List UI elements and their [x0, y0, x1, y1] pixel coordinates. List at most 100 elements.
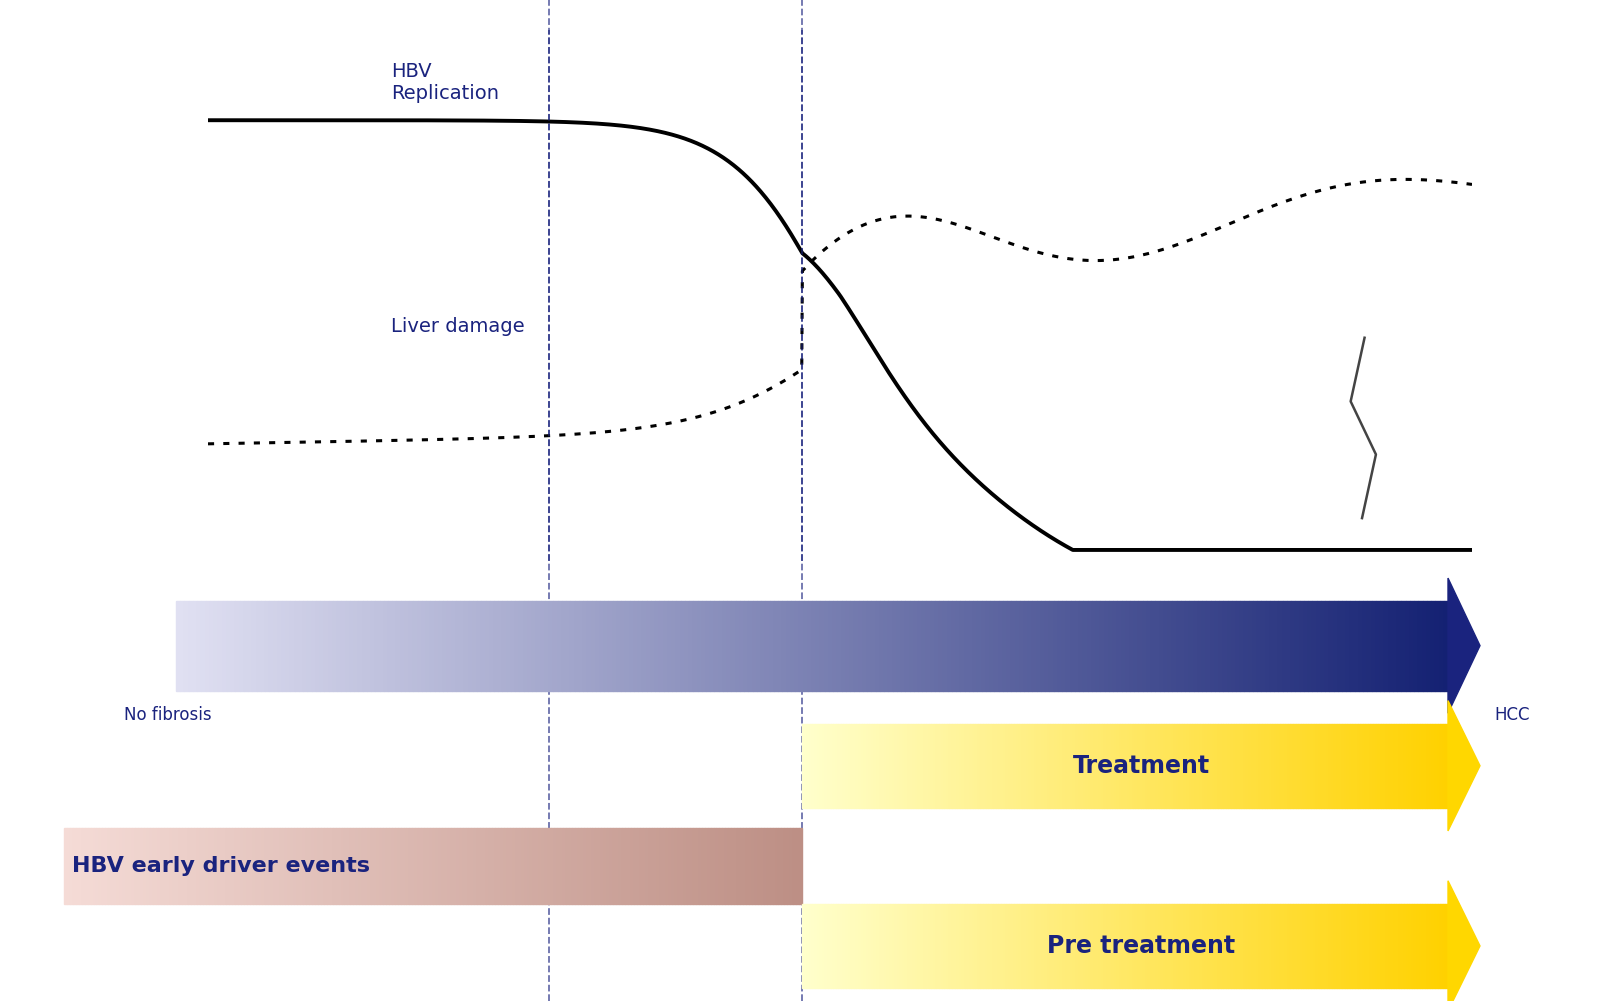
Bar [395, 828, 398, 904]
Bar [973, 724, 974, 808]
Bar [1066, 904, 1069, 988]
Bar [318, 828, 322, 904]
Bar [267, 828, 270, 904]
Bar [510, 601, 515, 691]
Bar [1376, 724, 1378, 808]
Bar [1210, 904, 1213, 988]
Bar [256, 828, 259, 904]
Bar [194, 828, 197, 904]
Bar [422, 601, 426, 691]
Bar [240, 601, 243, 691]
Bar [102, 828, 106, 904]
Bar [282, 601, 286, 691]
Bar [1133, 724, 1136, 808]
Bar [1357, 724, 1360, 808]
Bar [1296, 724, 1298, 808]
Bar [563, 828, 566, 904]
Bar [1317, 601, 1322, 691]
Bar [322, 828, 323, 904]
Bar [595, 828, 598, 904]
Bar [1075, 904, 1078, 988]
Bar [808, 724, 810, 808]
Bar [1376, 904, 1378, 988]
Bar [661, 828, 664, 904]
Bar [1194, 601, 1198, 691]
Bar [1259, 904, 1262, 988]
Bar [1234, 724, 1237, 808]
Bar [1338, 724, 1339, 808]
Bar [957, 724, 960, 808]
Bar [1125, 904, 1128, 988]
Text: No fibrosis: No fibrosis [125, 706, 211, 724]
Bar [1285, 904, 1288, 988]
Bar [1195, 724, 1197, 808]
Bar [424, 828, 427, 904]
Bar [1069, 724, 1070, 808]
Bar [144, 828, 147, 904]
Bar [1078, 724, 1082, 808]
Bar [1141, 904, 1142, 988]
Bar [896, 601, 901, 691]
Bar [1394, 601, 1397, 691]
Bar [613, 601, 618, 691]
Bar [226, 828, 229, 904]
Bar [371, 828, 374, 904]
Bar [1074, 724, 1075, 808]
Bar [1317, 724, 1318, 808]
Bar [1142, 724, 1146, 808]
Bar [123, 828, 126, 904]
Bar [1104, 601, 1109, 691]
Bar [1358, 601, 1363, 691]
Bar [277, 828, 280, 904]
Bar [557, 828, 560, 904]
Bar [738, 828, 741, 904]
Bar [659, 601, 664, 691]
Bar [1040, 724, 1042, 808]
Bar [1435, 904, 1438, 988]
Bar [1104, 724, 1107, 808]
Bar [1443, 601, 1448, 691]
Bar [770, 828, 773, 904]
Bar [821, 724, 822, 808]
Bar [294, 828, 298, 904]
Bar [1435, 724, 1438, 808]
Bar [918, 601, 922, 691]
Bar [1078, 601, 1083, 691]
Bar [1226, 724, 1229, 808]
Bar [392, 601, 397, 691]
Bar [1024, 904, 1027, 988]
Bar [410, 601, 413, 691]
Bar [130, 828, 131, 904]
Bar [1109, 601, 1114, 691]
Bar [466, 828, 469, 904]
Bar [1363, 601, 1368, 691]
Bar [702, 601, 706, 691]
Bar [1179, 904, 1182, 988]
Bar [995, 904, 998, 988]
Text: HBV early driver events: HBV early driver events [72, 856, 370, 876]
Bar [1096, 724, 1099, 808]
Bar [672, 601, 677, 691]
Bar [1334, 904, 1338, 988]
Bar [810, 904, 813, 988]
Bar [616, 828, 619, 904]
Bar [421, 828, 424, 904]
Bar [1187, 904, 1190, 988]
Bar [1149, 724, 1150, 808]
Bar [1242, 904, 1243, 988]
Bar [155, 828, 158, 904]
Bar [229, 828, 232, 904]
Bar [1301, 724, 1304, 808]
Bar [557, 601, 562, 691]
Bar [554, 828, 557, 904]
Bar [1245, 601, 1248, 691]
Bar [1250, 904, 1251, 988]
Bar [906, 904, 909, 988]
Bar [472, 828, 474, 904]
Bar [910, 904, 914, 988]
Bar [584, 828, 587, 904]
Bar [821, 904, 822, 988]
Bar [1136, 904, 1138, 988]
Bar [595, 601, 600, 691]
Bar [253, 828, 256, 904]
